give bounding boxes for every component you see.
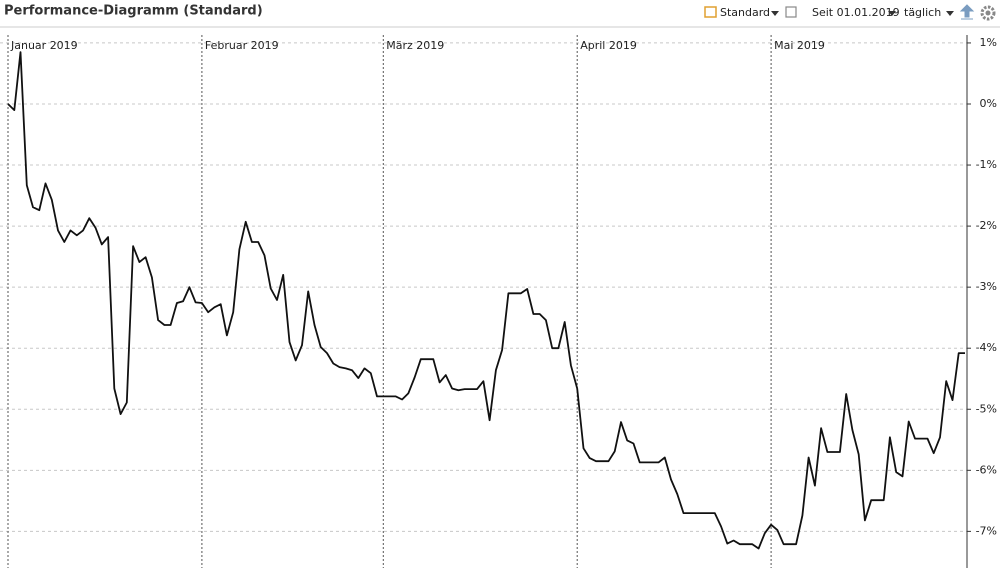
y-tick-label: -2% <box>976 219 997 232</box>
export-button[interactable] <box>959 4 975 20</box>
preset-select[interactable]: Standard <box>720 6 770 19</box>
panel-title: Performance-Diagramm (Standard) <box>4 4 263 19</box>
preset-icon[interactable] <box>704 6 717 18</box>
x-tick-label: Mai 2019 <box>774 39 825 52</box>
x-tick-label: April 2019 <box>580 39 637 52</box>
x-tick-label: Januar 2019 <box>10 39 78 52</box>
y-tick-label: -5% <box>976 402 997 415</box>
calendar-icon[interactable] <box>785 6 797 18</box>
y-tick-label: -7% <box>976 524 997 537</box>
y-tick-label: -6% <box>976 463 997 476</box>
range-select[interactable]: Seit 01.01.2019 <box>812 6 900 19</box>
range-dropdown[interactable] <box>888 11 896 16</box>
preset-dropdown[interactable] <box>771 11 779 16</box>
y-tick-label: -3% <box>976 280 997 293</box>
interval-select[interactable]: täglich <box>904 6 941 19</box>
performance-line <box>7 51 965 550</box>
settings-hub <box>985 10 991 16</box>
y-tick-label: -1% <box>976 158 997 171</box>
y-tick-label: -4% <box>976 341 997 354</box>
x-tick-label: Februar 2019 <box>205 39 279 52</box>
interval-dropdown[interactable] <box>946 11 954 16</box>
settings-button[interactable] <box>980 5 996 21</box>
x-tick-label: März 2019 <box>386 39 444 52</box>
y-tick-label: 0% <box>980 97 997 110</box>
y-tick-label: 1% <box>980 36 997 49</box>
